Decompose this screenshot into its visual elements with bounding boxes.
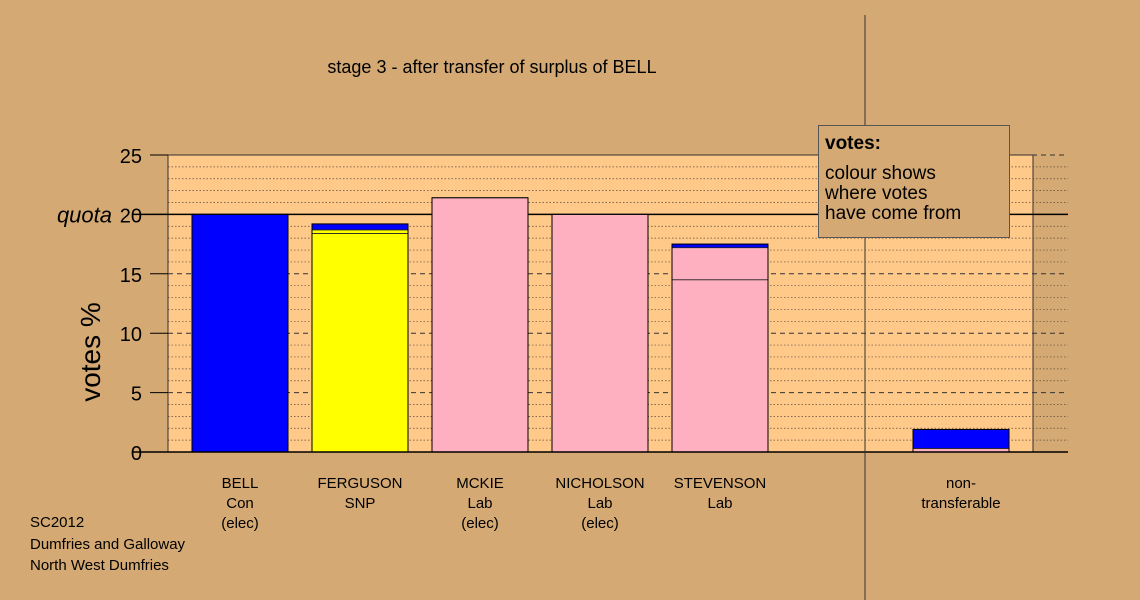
y-tick-label: 20 — [120, 205, 142, 227]
category-label-0-2: (elec) — [221, 515, 259, 532]
bar-0-segment-0 — [191, 213, 289, 453]
y-axis-label: votes % — [75, 302, 106, 402]
category-label-3-0: NICHOLSON — [555, 475, 644, 492]
legend-line-1: colour shows — [825, 163, 936, 184]
footer-line-2: Dumfries and Galloway — [30, 535, 186, 553]
y-tick-label: 10 — [120, 324, 142, 346]
category-label-5-0: non- — [946, 475, 976, 492]
category-label-1-0: FERGUSON — [317, 475, 402, 492]
footer-line-1: SC2012 — [30, 514, 85, 531]
chart-legend: votes: colour shows where votes have com… — [818, 125, 1010, 238]
legend-line-2: where votes — [825, 183, 928, 204]
bar-4-segment-2 — [671, 243, 769, 249]
y-tick-label: 15 — [120, 265, 142, 287]
category-label-2-1: Lab — [467, 495, 492, 512]
bar-1-segment-0 — [311, 233, 409, 453]
quota-label: quota — [57, 202, 112, 227]
y-tick-label: 25 — [120, 146, 142, 168]
category-label-1-1: SNP — [345, 495, 376, 512]
bar-3-segment-0 — [551, 213, 649, 453]
chart-title: stage 3 - after transfer of surplus of B… — [327, 57, 656, 77]
bar-5-segment-1 — [912, 429, 1010, 449]
footer-line-3: North West Dumfries — [30, 557, 169, 574]
category-label-3-2: (elec) — [581, 515, 619, 532]
category-label-0-0: BELL — [222, 475, 259, 492]
y-tick-label: 5 — [131, 384, 142, 406]
category-label-4-1: Lab — [707, 495, 732, 512]
bar-1-segment-2 — [311, 223, 409, 231]
bar-2-segment-0 — [431, 197, 529, 453]
legend-line-3: have come from — [825, 203, 962, 224]
bar-1-segment-1 — [311, 229, 409, 234]
footer: SC2012 Dumfries and Galloway North West … — [30, 512, 185, 577]
category-label-2-0: MCKIE — [456, 475, 504, 492]
y-tick-label: 0 — [131, 443, 142, 465]
category-label-2-2: (elec) — [461, 515, 499, 532]
legend-title: votes: — [825, 133, 881, 154]
category-label-5-1: transferable — [921, 495, 1000, 512]
category-label-4-0: STEVENSON — [674, 475, 767, 492]
bar-4-segment-0 — [671, 279, 769, 453]
category-label-0-1: Con — [226, 495, 254, 512]
category-label-3-1: Lab — [587, 495, 612, 512]
bar-4-segment-1 — [671, 247, 769, 281]
